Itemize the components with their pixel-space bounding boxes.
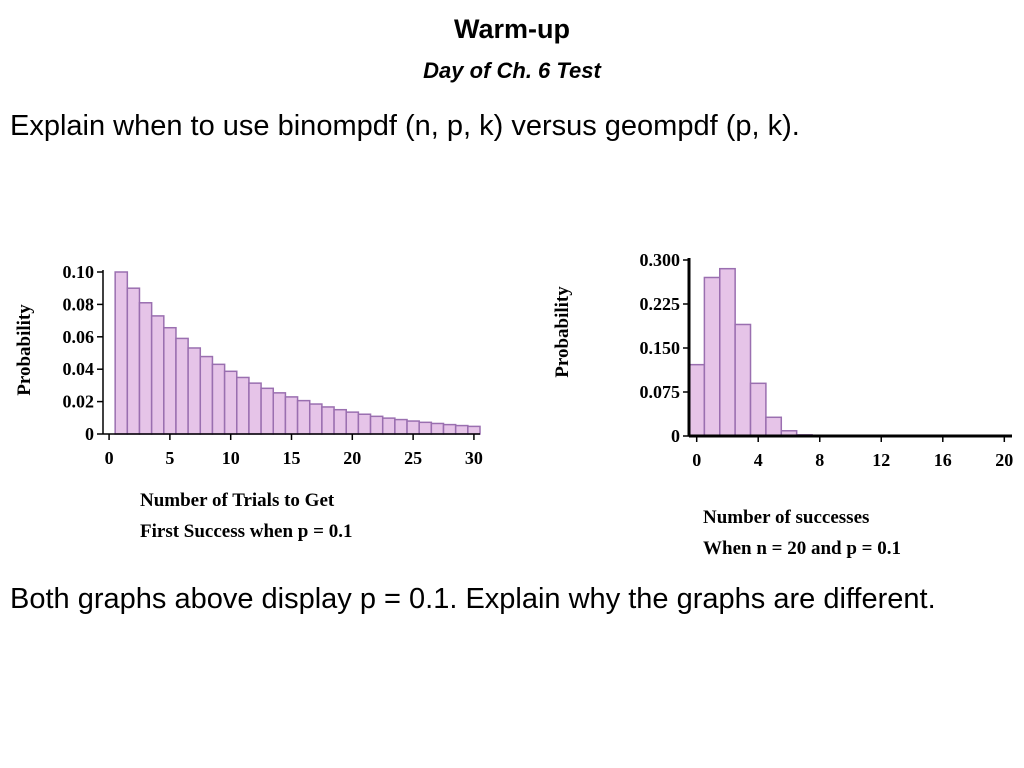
bar-11	[236, 376, 250, 435]
slide-subtitle: Day of Ch. 6 Test	[423, 58, 601, 83]
question-2: Both graphs above display p = 0.1. Expla…	[10, 583, 936, 615]
bar-4	[150, 315, 165, 435]
bar-3	[138, 302, 153, 435]
bar-24	[394, 418, 408, 435]
bar-10	[223, 370, 238, 435]
x-tick-label: 8	[815, 450, 824, 470]
x-tick-label: 0	[692, 450, 701, 470]
bar-26	[418, 421, 433, 435]
bar-22	[369, 415, 384, 435]
bar-14	[272, 392, 287, 435]
x-axis-label-line1: Number of successes	[703, 507, 869, 528]
bar-17	[308, 403, 323, 435]
geometric-chart: Probability 0 0.02 0.04 0.06 0.08 0.10 0 5 10 15…	[14, 262, 483, 542]
y-tick-label: 0.08	[63, 294, 95, 314]
bars	[688, 267, 844, 437]
bar-19	[333, 408, 347, 435]
bar-20	[345, 411, 360, 435]
bar-8	[199, 355, 214, 435]
bar-18	[321, 406, 335, 435]
x-axis-label-line2: When n = 20 and p = 0.1	[703, 538, 901, 559]
x-tick-label: 20	[343, 448, 361, 468]
x-tick-label: 20	[995, 450, 1013, 470]
y-tick-label: 0.225	[640, 294, 681, 314]
bars	[114, 271, 481, 435]
bar-5	[163, 326, 177, 435]
slide-title: Warm-up	[454, 14, 570, 44]
y-tick-label: 0.075	[640, 382, 681, 402]
bar-7	[187, 347, 202, 435]
x-tick-labels: 0 4 8 12 16 20	[692, 450, 1013, 470]
y-tick-label: 0.10	[63, 262, 95, 282]
bar-9	[211, 363, 226, 435]
axes	[683, 258, 1012, 442]
bar-0	[688, 363, 706, 437]
bar-12	[248, 382, 262, 435]
bar-13	[260, 387, 275, 435]
y-tick-label: 0	[85, 424, 94, 444]
bar-2	[719, 267, 736, 437]
bar-30	[467, 425, 481, 435]
bar-5	[765, 416, 783, 437]
bar-4	[749, 382, 767, 437]
y-tick-label: 0.300	[640, 250, 681, 270]
x-tick-label: 25	[404, 448, 422, 468]
x-tick-labels: 0 5 10 15 20 25 30	[105, 448, 483, 468]
x-tick-label: 30	[465, 448, 483, 468]
x-tick-label: 0	[105, 448, 114, 468]
x-axis-label-line1: Number of Trials to Get	[140, 490, 335, 511]
bar-29	[454, 424, 469, 435]
bar-25	[406, 420, 420, 435]
y-tick-label: 0	[671, 426, 680, 446]
y-axis-label: Probability	[14, 304, 35, 396]
y-tick-label: 0.02	[63, 392, 95, 412]
bar-3	[734, 323, 752, 437]
bar-16	[296, 399, 311, 435]
x-tick-label: 5	[165, 448, 174, 468]
x-tick-label: 12	[872, 450, 890, 470]
y-tick-labels: 0 0.075 0.150 0.225 0.300	[640, 250, 681, 446]
binomial-chart: Probability 0 0.075 0.150 0.225 0.300 0 4 8 12 1…	[552, 250, 1013, 559]
bar-1	[114, 271, 129, 435]
bar-1	[703, 276, 721, 437]
bar-23	[381, 417, 396, 435]
bar-27	[430, 422, 445, 435]
y-tick-label: 0.150	[640, 338, 681, 358]
bar-2	[126, 287, 141, 435]
question-1: Explain when to use binompdf (n, p, k) v…	[10, 110, 800, 142]
y-tick-labels: 0 0.02 0.04 0.06 0.08 0.10	[63, 262, 95, 444]
x-axis-label-line2: First Success when p = 0.1	[140, 521, 352, 542]
y-axis-label: Probability	[552, 286, 573, 378]
y-tick-label: 0.06	[63, 327, 95, 347]
axes	[97, 270, 480, 440]
x-tick-label: 15	[283, 448, 301, 468]
y-tick-label: 0.04	[63, 359, 95, 379]
x-tick-label: 4	[754, 450, 763, 470]
bar-6	[175, 337, 189, 435]
bar-28	[442, 423, 457, 435]
bar-21	[357, 413, 372, 435]
x-tick-label: 16	[934, 450, 952, 470]
bar-15	[284, 396, 299, 435]
x-tick-label: 10	[222, 448, 240, 468]
